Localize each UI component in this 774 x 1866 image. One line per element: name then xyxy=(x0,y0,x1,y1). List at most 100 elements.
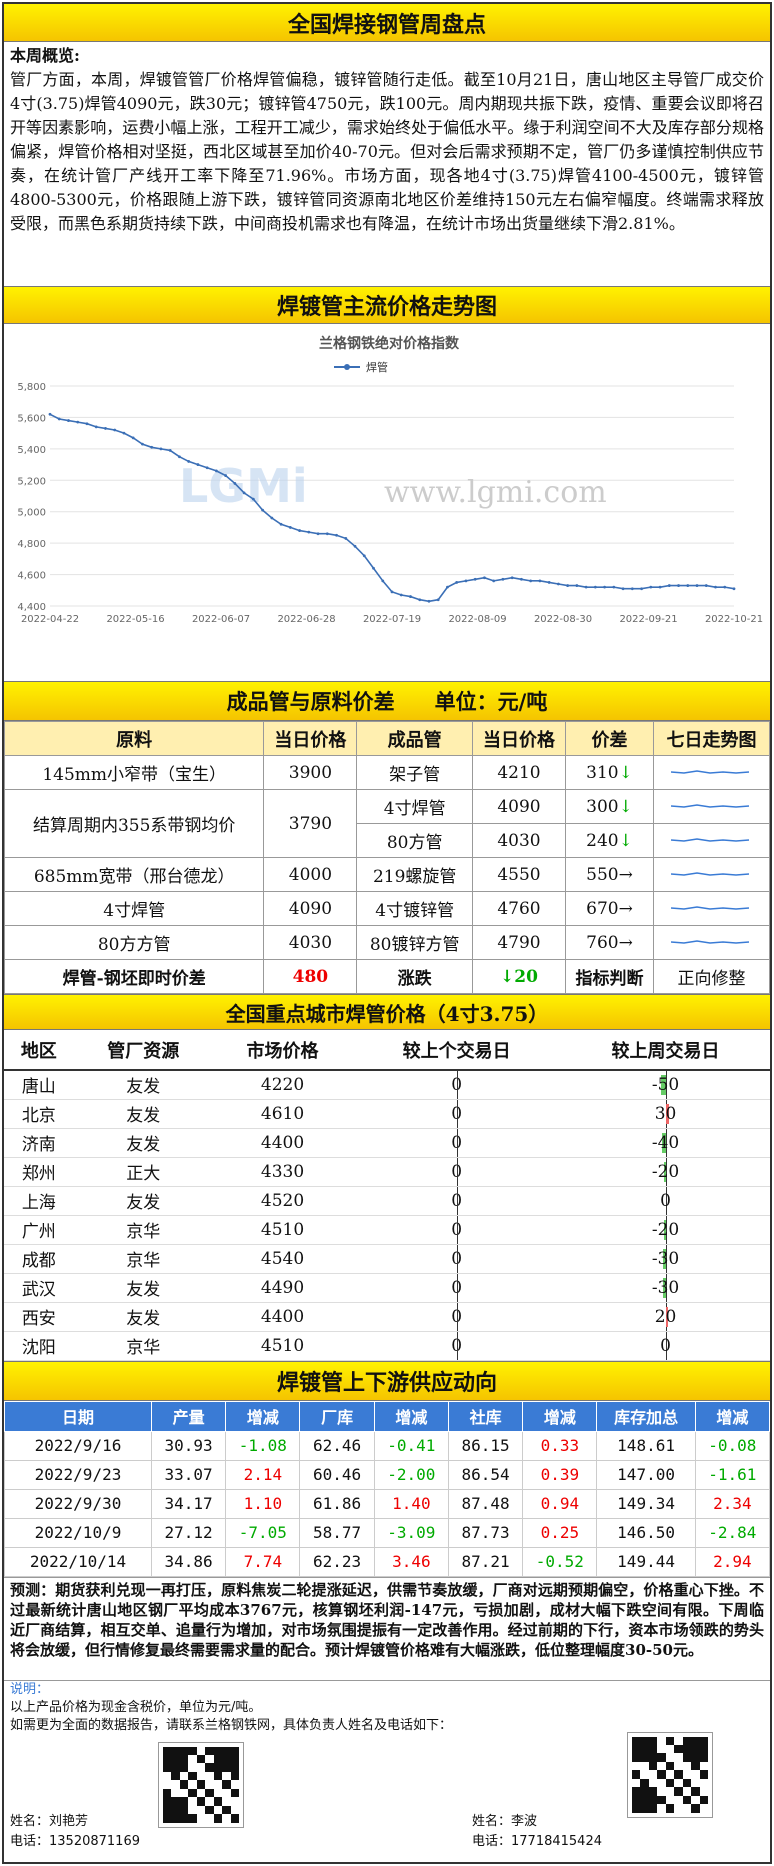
city-name: 郑州 xyxy=(4,1157,74,1187)
mill-name: 京华 xyxy=(73,1215,213,1245)
supply-cell: 34.17 xyxy=(150,1488,227,1519)
decrease-bar xyxy=(660,1075,666,1095)
supply-cell: 33.07 xyxy=(150,1459,227,1490)
spread-header-row: 原料 当日价格 成品管 当日价格 价差 七日走势图 xyxy=(3,721,771,756)
supply-row: 2022/10/14 34.86 7.74 62.23 3.46 87.21 -0.52 14… xyxy=(4,1546,771,1577)
supply-cell: 0.39 xyxy=(522,1459,598,1490)
city-row: 唐山 友发 4220 0 -50 xyxy=(4,1070,770,1100)
data-point xyxy=(316,532,320,536)
data-point xyxy=(205,466,209,470)
notes-block: 说明： 以上产品价格为现金含税价，单位为元/吨。 如需更为全面的数据报告，请联系… xyxy=(4,1681,770,1851)
day-change: 0 xyxy=(352,1128,562,1158)
data-point xyxy=(492,579,496,583)
supply-cell: 1.10 xyxy=(225,1488,301,1519)
spread-arrow-icon: ↓ xyxy=(618,830,633,851)
supply-cell: -0.52 xyxy=(522,1546,598,1577)
data-point xyxy=(436,598,440,602)
notes-label: 说明： xyxy=(10,1681,50,1697)
data-point xyxy=(122,431,126,435)
sparkline xyxy=(671,939,750,944)
data-point xyxy=(501,577,505,581)
city-name: 济南 xyxy=(4,1128,74,1158)
spread-header-cell: 七日走势图 xyxy=(652,721,771,756)
day-change: 0 xyxy=(352,1244,562,1274)
week-change: -40 xyxy=(561,1128,770,1158)
product-price: 4550 xyxy=(471,857,567,892)
supply-header-cell: 增减 xyxy=(373,1400,449,1432)
y-tick-label: 5,200 xyxy=(17,476,46,487)
data-point xyxy=(57,417,61,421)
supply-cell: 86.54 xyxy=(447,1459,524,1490)
data-point xyxy=(612,585,616,589)
data-point xyxy=(224,474,228,477)
y-tick-label: 5,400 xyxy=(17,445,46,456)
supply-cell: -3.09 xyxy=(373,1517,449,1548)
city-name: 成都 xyxy=(4,1244,74,1274)
product-name: 219螺旋管 xyxy=(356,857,473,892)
contact2-name: 姓名：李波 xyxy=(472,1813,538,1829)
spread-band: 成品管与原料价差 单位：元/吨 xyxy=(4,681,770,721)
qr-code-liu xyxy=(158,1741,244,1828)
supply-cell: 2.34 xyxy=(694,1488,771,1519)
supply-cell: -0.41 xyxy=(373,1430,449,1461)
data-point xyxy=(418,598,422,602)
data-point xyxy=(667,584,671,587)
data-point xyxy=(399,593,403,597)
supply-cell: 30.93 xyxy=(150,1430,227,1461)
city-header-cell: 管厂资源 xyxy=(73,1030,213,1071)
overview-text: 管厂方面，本周，焊镀管管厂价格焊管偏稳，镀锌管随行走低。截至10月21日，唐山地… xyxy=(10,70,764,233)
data-point xyxy=(732,587,736,591)
city-name: 西安 xyxy=(4,1302,74,1332)
data-point xyxy=(723,585,727,589)
data-point xyxy=(649,585,653,589)
city-row: 广州 京华 4510 0 -20 xyxy=(4,1215,770,1245)
y-tick-label: 5,800 xyxy=(17,382,46,393)
product-price: 4030 xyxy=(471,823,567,858)
data-point xyxy=(390,590,394,594)
mill-name: 友发 xyxy=(73,1273,213,1303)
data-point xyxy=(695,584,699,587)
supply-cell: 87.21 xyxy=(447,1546,524,1577)
supply-date: 2022/9/30 xyxy=(4,1488,152,1519)
data-point xyxy=(113,428,117,432)
city-row: 北京 友发 4610 0 30 xyxy=(4,1099,770,1129)
supply-cell: 7.74 xyxy=(225,1546,301,1577)
raw-price: 4090 xyxy=(263,891,358,926)
mill-name: 友发 xyxy=(73,1099,213,1129)
day-change: 0 xyxy=(352,1273,562,1303)
supply-cell: 0.94 xyxy=(522,1488,598,1519)
data-point xyxy=(307,530,311,534)
data-point xyxy=(381,579,385,583)
x-tick-label: 2022-08-09 xyxy=(448,614,506,625)
week-change: 0 xyxy=(561,1186,770,1216)
supply-date: 2022/9/23 xyxy=(4,1459,152,1490)
data-point xyxy=(279,522,283,526)
city-name: 武汉 xyxy=(4,1273,74,1303)
raw-name: 80方方管 xyxy=(3,925,265,960)
day-change: 0 xyxy=(352,1070,562,1100)
supply-cell: 149.34 xyxy=(596,1488,696,1519)
spread-value: 240↓ xyxy=(565,823,654,858)
y-tick-label: 4,800 xyxy=(17,539,46,550)
supply-cell: 61.86 xyxy=(299,1488,375,1519)
data-point xyxy=(658,585,662,589)
supply-cell: 2.14 xyxy=(225,1459,301,1490)
city-title: 全国重点城市焊管价格（4寸3.75） xyxy=(225,1001,549,1026)
city-header-cell: 较上个交易日 xyxy=(352,1030,562,1071)
data-point xyxy=(473,577,477,581)
supply-cell: 86.15 xyxy=(447,1430,524,1461)
spread-row: 80方方管 4030 80镀锌方管 4790 760→ xyxy=(3,925,771,960)
indicator-label: 指标判断 xyxy=(565,959,654,994)
spread-row: 4寸焊管 4090 4寸镀锌管 4760 670→ xyxy=(3,891,771,926)
supply-title: 焊镀管上下游供应动向 xyxy=(276,1369,497,1396)
spread-value: 300↓ xyxy=(565,789,654,824)
data-point xyxy=(483,576,486,580)
change-label: 涨跌 xyxy=(356,959,473,994)
data-point xyxy=(677,584,680,587)
data-point xyxy=(298,529,301,532)
data-point xyxy=(48,412,52,416)
x-tick-label: 2022-06-28 xyxy=(277,614,335,625)
overview-block: 本周概览: 管厂方面，本周，焊镀管管厂价格焊管偏稳，镀锌管随行走低。截至10月2… xyxy=(4,42,770,286)
x-tick-label: 2022-04-22 xyxy=(21,614,79,625)
